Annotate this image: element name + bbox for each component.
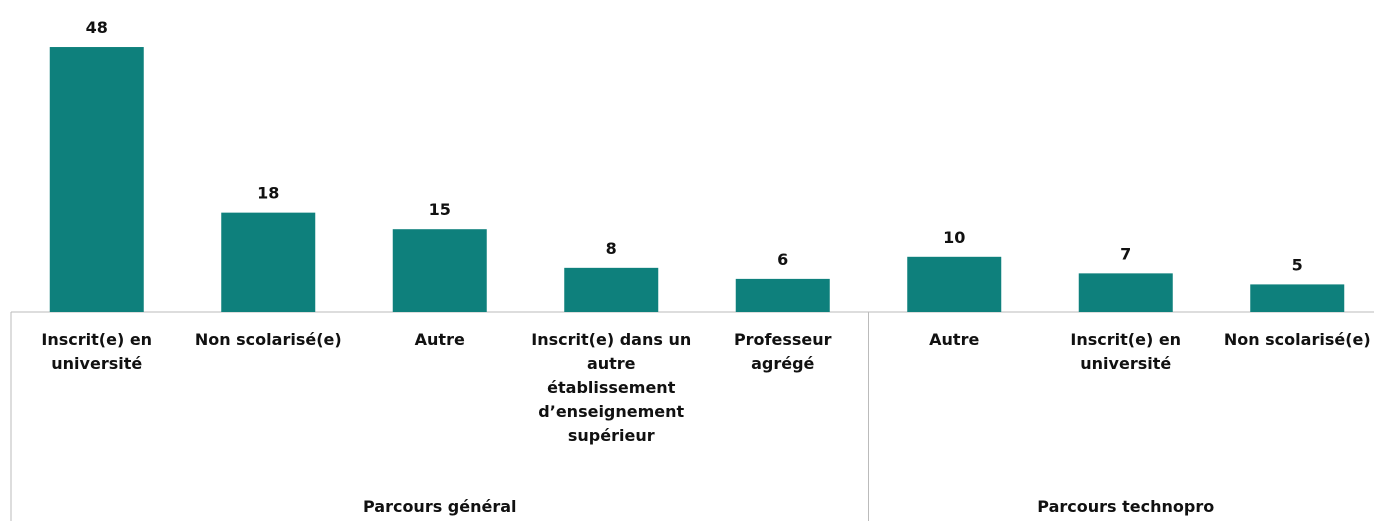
- data-label: 18: [257, 184, 279, 203]
- bar: [221, 212, 316, 312]
- data-label: 6: [777, 250, 788, 269]
- bar: [1078, 273, 1173, 312]
- x-tick-label: Non scolarisé(e): [1223, 330, 1371, 349]
- bar: [49, 47, 144, 312]
- bar: [735, 278, 830, 312]
- data-label: 15: [429, 200, 451, 219]
- bar: [907, 256, 1002, 312]
- group-label: Parcours général: [362, 497, 517, 516]
- data-label: 7: [1120, 244, 1131, 263]
- x-tick-label: Autre: [414, 330, 465, 349]
- data-label: 48: [86, 18, 108, 37]
- data-label: 10: [943, 228, 965, 247]
- x-tick-label: Autre: [929, 330, 980, 349]
- group-label: Parcours technopro: [1037, 497, 1215, 516]
- bar: [1250, 284, 1345, 312]
- x-tick-label: Inscrit(e) dans un autre établissement d…: [531, 330, 692, 445]
- x-tick-label: Non scolarisé(e): [194, 330, 342, 349]
- data-label: 5: [1292, 255, 1303, 274]
- bar: [392, 229, 487, 312]
- data-label: 8: [606, 239, 617, 258]
- x-tick-label: Inscrit(e) en université: [1070, 330, 1182, 373]
- bar: [564, 267, 659, 312]
- x-tick-label: Professeur agrégé: [733, 330, 832, 373]
- x-tick-label: Inscrit(e) en université: [41, 330, 153, 373]
